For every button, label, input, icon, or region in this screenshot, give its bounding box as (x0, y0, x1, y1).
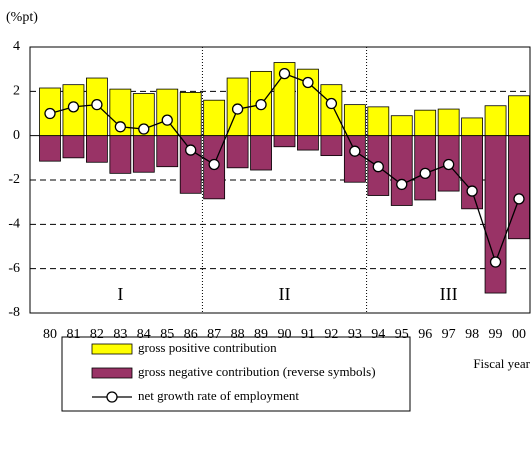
bar (62, 135, 85, 159)
marker (513, 193, 525, 205)
plot-frame (29, 46, 531, 314)
x-tick-label: 00 (512, 327, 526, 342)
bar (86, 135, 108, 163)
period-label: II (279, 284, 291, 304)
bar (250, 135, 272, 171)
period-label: III (440, 284, 458, 304)
x-tick-label: 95 (395, 327, 409, 342)
y-tick-label: -2 (8, 172, 20, 187)
marker (185, 144, 197, 156)
x-tick-label: 81 (66, 327, 80, 342)
legend-swatch (91, 343, 133, 355)
marker (91, 98, 103, 111)
x-tick-label: 84 (137, 327, 151, 342)
marker (419, 167, 431, 180)
bar (343, 135, 366, 183)
bar (320, 84, 343, 137)
bar (320, 135, 343, 157)
x-tick-label: 82 (90, 327, 104, 342)
marker (161, 114, 173, 126)
marker (349, 145, 361, 157)
bar (297, 135, 319, 151)
x-tick-label: 92 (324, 327, 338, 342)
bar (156, 135, 179, 168)
bar (461, 117, 484, 137)
marker (208, 158, 220, 171)
marker (466, 185, 478, 197)
marker (442, 158, 455, 171)
bar (390, 135, 413, 206)
y-axis-label: (%pt) (6, 10, 38, 25)
y-tick-label: 4 (13, 39, 20, 54)
x-tick-label: 80 (43, 327, 57, 342)
legend-label: gross positive contribution (138, 340, 277, 355)
x-tick-label: 93 (348, 327, 362, 342)
bar (367, 106, 390, 137)
legend-swatch (91, 367, 133, 379)
bar (203, 99, 226, 137)
bar (414, 109, 437, 137)
x-tick-label: 96 (418, 327, 432, 342)
x-tick-label: 89 (254, 327, 268, 342)
y-tick-label: -4 (8, 217, 20, 232)
bar (132, 135, 155, 173)
marker (67, 101, 80, 113)
bar (508, 95, 530, 137)
bar (484, 135, 507, 294)
bar (109, 135, 132, 174)
bar (179, 92, 202, 137)
x-tick-label: 98 (465, 327, 479, 342)
marker (44, 107, 56, 120)
x-tick-label: 87 (207, 327, 221, 342)
bar (226, 135, 249, 169)
marker (372, 161, 384, 173)
bar (390, 115, 413, 137)
bar (273, 135, 296, 148)
marker (325, 97, 338, 110)
x-tick-label: 83 (113, 327, 127, 342)
legend-label: net growth rate of employment (138, 388, 299, 403)
marker (302, 76, 314, 89)
bar (508, 135, 530, 240)
y-tick-label: -8 (8, 305, 20, 320)
y-tick-label: 2 (13, 84, 20, 99)
marker (231, 103, 244, 115)
marker (489, 256, 502, 268)
x-tick-label: 97 (442, 327, 456, 342)
x-tick-label: 86 (184, 327, 198, 342)
bar (484, 105, 507, 137)
x-tick-label: 88 (231, 327, 245, 342)
legend-marker (106, 391, 118, 403)
legend-label: gross negative contribution (reverse sym… (138, 364, 376, 379)
bar (461, 135, 484, 210)
x-tick-label: 94 (371, 327, 385, 342)
marker (138, 123, 150, 135)
y-tick-label: -6 (8, 261, 20, 276)
bar (179, 135, 202, 194)
x-tick-label: 85 (160, 327, 174, 342)
period-label: I (117, 284, 123, 304)
marker (114, 121, 126, 133)
bar (343, 104, 366, 137)
marker (255, 98, 267, 111)
x-tick-label: 99 (489, 327, 503, 342)
bar (39, 135, 61, 162)
bar (437, 108, 460, 137)
x-tick-label: 91 (301, 327, 315, 342)
x-tick-label: 90 (278, 327, 292, 342)
x-axis-label: Fiscal year (473, 356, 530, 371)
y-tick-label: 0 (13, 128, 20, 143)
marker (278, 67, 291, 80)
marker (396, 178, 408, 191)
